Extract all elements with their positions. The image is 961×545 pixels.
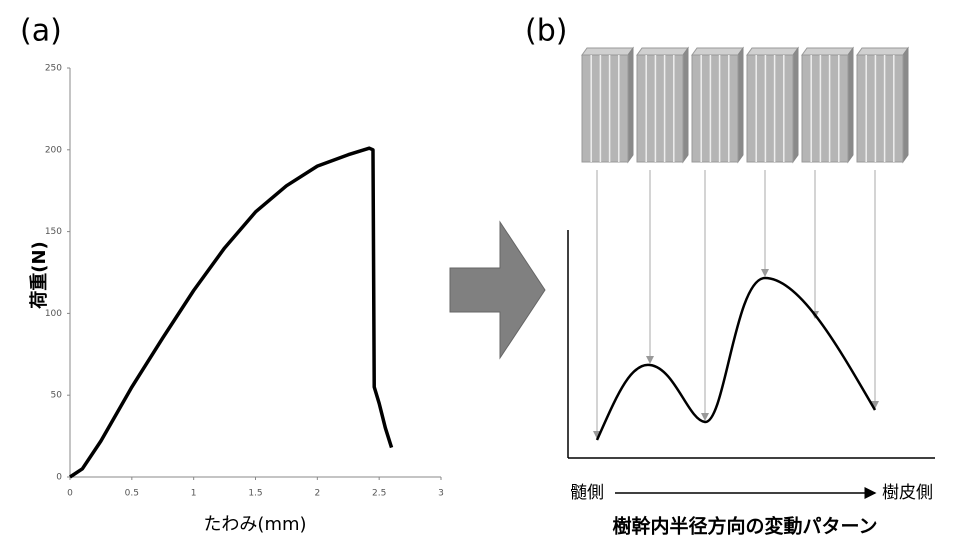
block-front — [637, 55, 683, 162]
block-top — [857, 48, 908, 55]
block-side — [628, 48, 633, 162]
y-tick-label: 200 — [45, 145, 62, 155]
block-side — [903, 48, 908, 162]
x-tick-label: 1.5 — [248, 489, 262, 499]
y-tick-label: 250 — [45, 64, 62, 74]
x-tick-label: 2.5 — [372, 489, 386, 499]
right-label: 樹皮側 — [882, 483, 933, 503]
load-curve — [70, 148, 392, 477]
block-side — [738, 48, 743, 162]
panel-a: (a) たわみ(mm) 荷重(N) 0 50 100 150 200 250 0 0.5 1 1.… — [20, 14, 444, 536]
block-top — [692, 48, 743, 55]
block-front — [747, 55, 793, 162]
x-axis-label: たわみ(mm) — [203, 514, 306, 535]
left-label: 髄側 — [570, 483, 604, 503]
block-front — [857, 55, 903, 162]
x-tick-label: 2 — [314, 489, 320, 499]
block-front — [582, 55, 628, 162]
block-top — [802, 48, 853, 55]
block-top — [637, 48, 688, 55]
y-axis-label: 荷重(N) — [28, 241, 50, 309]
block-top — [582, 48, 633, 55]
block-front — [802, 55, 848, 162]
y-tick-label: 0 — [56, 473, 62, 483]
block-side — [848, 48, 853, 162]
big-arrow — [450, 222, 545, 358]
wood-blocks — [582, 48, 908, 438]
block-top — [747, 48, 798, 55]
panel-label: (a) — [20, 14, 62, 49]
panel-b: (b) 髄側 樹皮側 樹幹内半径方向の変動パターン — [450, 14, 935, 538]
panel-label: (b) — [525, 14, 567, 49]
caption: 樹幹内半径方向の変動パターン — [612, 515, 877, 538]
x-tick-label: 1 — [191, 489, 197, 499]
block-side — [793, 48, 798, 162]
x-tick-label: 0 — [67, 489, 73, 499]
x-tick-label: 0.5 — [125, 489, 139, 499]
pattern-curve — [597, 278, 875, 440]
block-front — [692, 55, 738, 162]
y-tick-label: 50 — [51, 391, 63, 401]
figure: (a) たわみ(mm) 荷重(N) 0 50 100 150 200 250 0 0.5 1 1.… — [0, 0, 961, 541]
y-tick-label: 100 — [45, 309, 62, 319]
block-side — [683, 48, 688, 162]
x-tick-label: 3 — [438, 489, 444, 499]
y-tick-label: 150 — [45, 227, 62, 237]
